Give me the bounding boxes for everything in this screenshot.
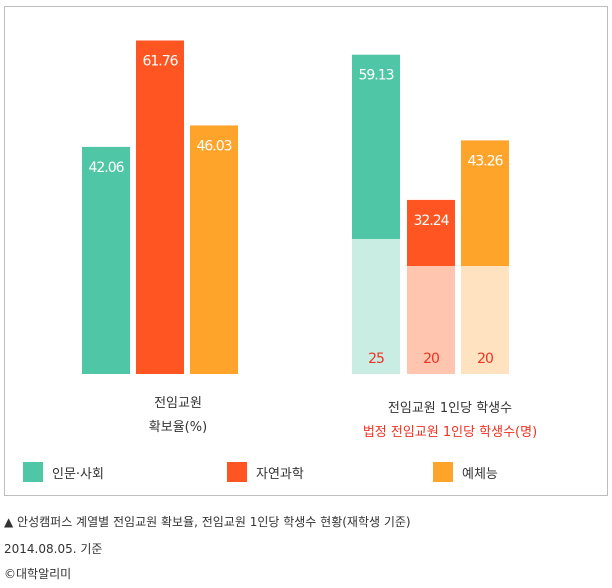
group-label-students: 전임교원 1인당 학생수 법정 전임교원 1인당 학생수(명) <box>335 397 565 445</box>
group-label-ratio-line1: 전임교원 <box>154 396 202 411</box>
legend-swatch-arts <box>433 462 453 482</box>
legend-item-humanities: 인문·사회 <box>23 462 104 482</box>
caption-date: 2014.08.05. 기준 <box>4 542 103 556</box>
legend-label-humanities: 인문·사회 <box>52 466 104 482</box>
bar-plot: 42.06 61.76 46.03 59.13 25 32.24 20 43.26 20 <box>82 40 509 374</box>
legal-students-value-humanities: 25 <box>368 351 384 367</box>
ratio-bar-humanities <box>82 146 130 374</box>
legend-item-arts: 예체능 <box>433 462 498 482</box>
group-label-students-line1: 전임교원 1인당 학생수 <box>387 401 513 416</box>
legend-swatch-natural-sciences <box>227 462 247 482</box>
group-label-ratio-line2: 확보율(%) <box>148 420 208 435</box>
ratio-value-natural-sciences: 61.76 <box>142 53 178 69</box>
ratio-value-humanities: 42.06 <box>88 160 124 176</box>
legend-label-arts: 예체능 <box>462 466 498 482</box>
students-value-humanities: 59.13 <box>358 68 393 84</box>
group-label-ratio: 전임교원 확보율(%) <box>93 392 263 440</box>
caption-source: ©대학알리미 <box>4 567 72 581</box>
legal-students-value-arts: 20 <box>477 351 493 367</box>
ratio-value-arts: 46.03 <box>196 138 231 154</box>
legal-students-bar-natural-sciences <box>407 266 455 374</box>
group-label-legal-students: 법정 전임교원 1인당 학생수(명) <box>362 425 538 440</box>
ratio-bar-arts <box>190 125 238 374</box>
ratio-bar-natural-sciences <box>136 40 184 374</box>
chart-frame: 42.06 61.76 46.03 59.13 25 32.24 20 43.26 20 전임교… <box>4 6 608 496</box>
legend-swatch-humanities <box>23 462 43 482</box>
caption-title: ▲ 안성캠퍼스 계열별 전임교원 확보율, 전임교원 1인당 학생수 현황(재학… <box>4 515 411 529</box>
legend-item-natural-sciences: 자연과학 <box>227 462 304 482</box>
students-value-natural-sciences: 32.24 <box>413 213 449 229</box>
legend-label-natural-sciences: 자연과학 <box>256 466 304 482</box>
legal-students-bar-humanities <box>352 239 400 374</box>
students-value-arts: 43.26 <box>467 153 503 169</box>
legal-students-value-natural-sciences: 20 <box>423 351 439 367</box>
legal-students-bar-arts <box>461 266 509 374</box>
